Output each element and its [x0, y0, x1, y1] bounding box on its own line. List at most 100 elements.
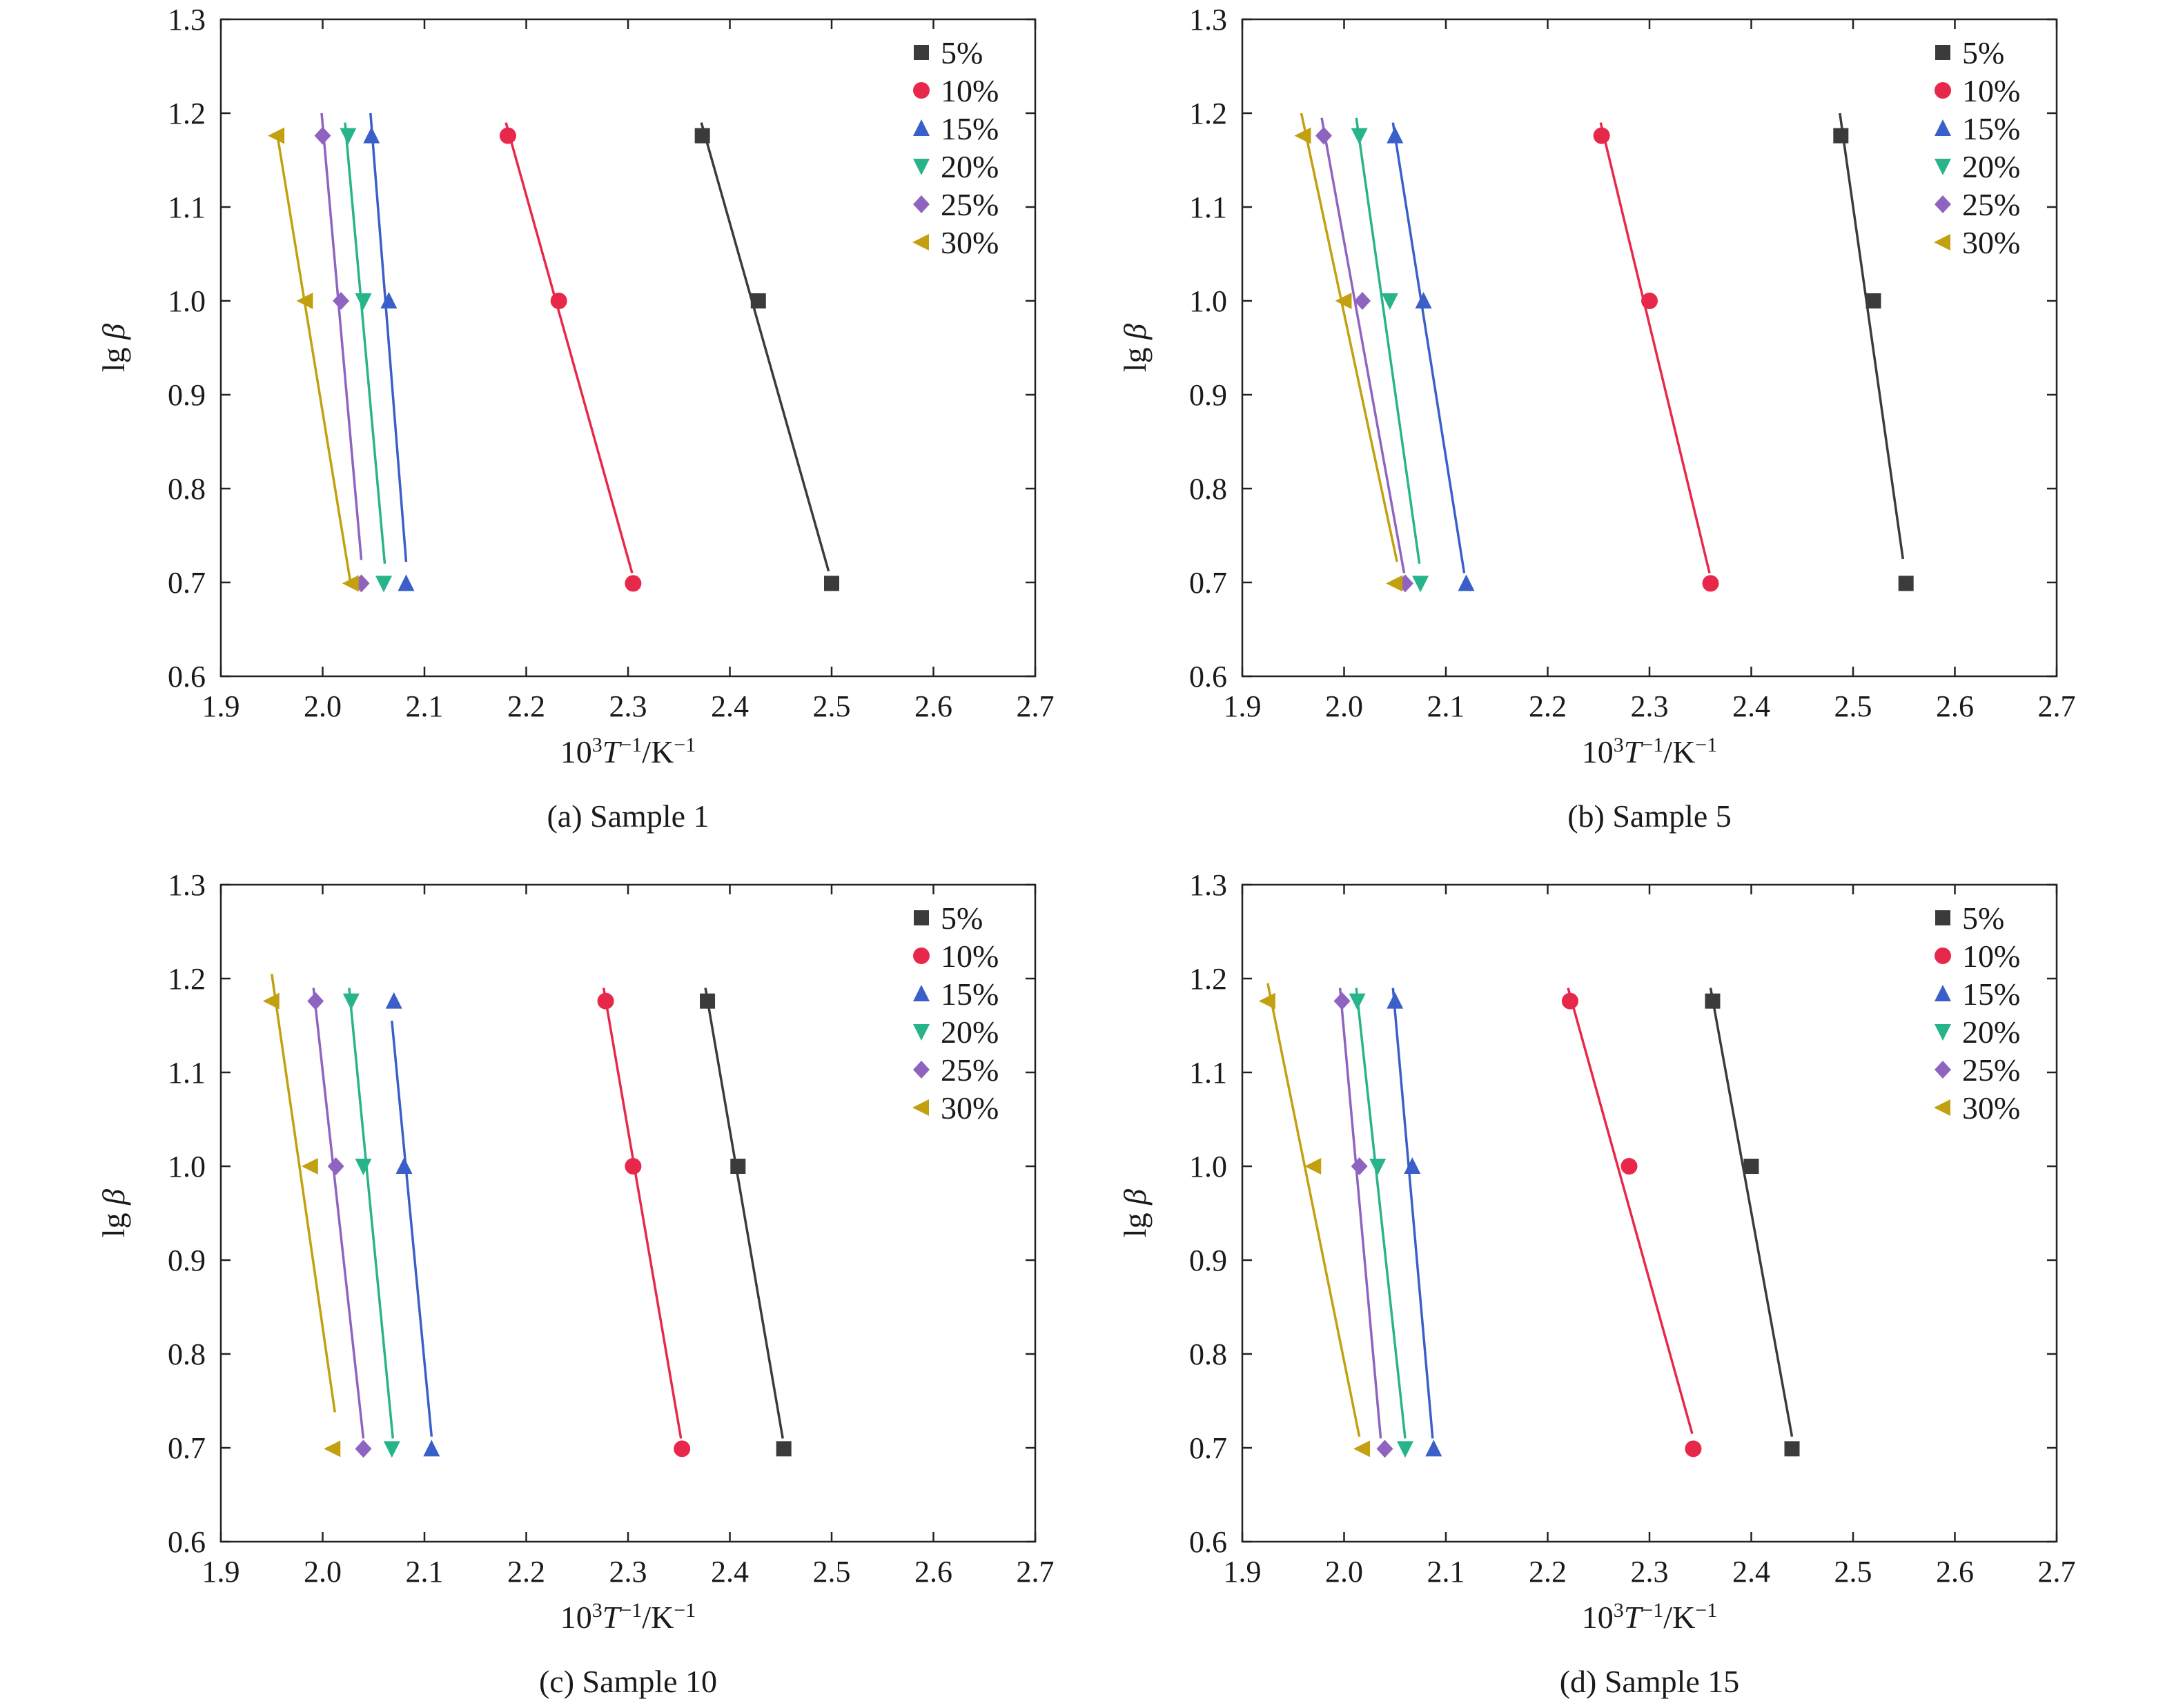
x-tick-label: 1.9 [202, 689, 240, 723]
y-tick-label: 1.1 [1189, 1056, 1227, 1090]
data-point [1315, 126, 1332, 145]
legend-label: 5% [941, 901, 983, 936]
y-tick-label: 1.1 [168, 190, 206, 224]
data-point [1354, 292, 1371, 310]
y-tick-label: 0.9 [168, 378, 206, 412]
y-tick-label: 0.6 [168, 1525, 206, 1559]
legend-marker [913, 195, 930, 213]
x-tick-label: 2.6 [914, 1555, 952, 1589]
data-point [824, 576, 839, 591]
x-tick-label: 2.0 [1325, 1555, 1363, 1589]
data-point [1304, 1158, 1322, 1175]
y-axis-label-part: β [1117, 1189, 1153, 1206]
fit-line [505, 122, 634, 573]
fit-line [312, 988, 365, 1439]
legend-label: 20% [941, 149, 999, 184]
data-point [1387, 992, 1404, 1009]
y-tick-label: 1.0 [1189, 284, 1227, 318]
fit-line [1391, 122, 1466, 573]
y-tick-label: 1.2 [1189, 97, 1227, 130]
data-point [1376, 1440, 1393, 1458]
series-5pct [700, 988, 792, 1457]
legend-marker [913, 1061, 930, 1079]
fit-line [320, 112, 363, 560]
series-10pct [1561, 988, 1702, 1457]
series-30pct [1258, 983, 1371, 1457]
data-point [776, 1441, 792, 1457]
data-point [700, 993, 716, 1009]
data-point [324, 1440, 341, 1457]
fit-line [275, 131, 352, 581]
legend-label: 10% [941, 939, 999, 974]
data-point [296, 293, 313, 309]
data-point [355, 1440, 372, 1458]
y-axis-label-part: β [1117, 324, 1153, 340]
y-axis-label-part: β [96, 1189, 131, 1206]
series-25pct [1315, 117, 1413, 593]
x-tick-label: 2.2 [507, 1555, 545, 1589]
series-25pct [307, 988, 372, 1458]
y-axis-label: lg β [96, 1189, 131, 1237]
fit-line [1338, 988, 1382, 1439]
x-tick-label: 2.3 [1631, 689, 1669, 723]
x-axis-label-part: −1 [1695, 734, 1717, 756]
data-point [694, 128, 710, 144]
data-point [342, 575, 359, 592]
legend-label: 15% [941, 111, 999, 146]
data-point [340, 128, 357, 145]
y-tick-label: 1.0 [168, 284, 206, 318]
x-tick-label: 2.4 [1732, 1555, 1770, 1589]
legend-marker [1935, 948, 1951, 964]
data-point [314, 126, 331, 145]
series-5pct [1705, 988, 1800, 1457]
data-point [375, 576, 392, 593]
legend-label: 10% [941, 73, 999, 108]
data-point [355, 293, 372, 310]
legend-marker [913, 948, 930, 964]
data-point [398, 574, 415, 591]
fit-line [1300, 112, 1398, 562]
data-point [1784, 1441, 1800, 1457]
x-axis-label-part: /K [642, 734, 674, 769]
x-axis-label: 103T−1/K−1 [560, 1599, 696, 1636]
fit-line [700, 122, 830, 572]
y-tick-label: 0.8 [168, 472, 206, 506]
series-5pct [1833, 112, 1914, 591]
x-tick-label: 2.0 [1325, 689, 1363, 723]
fit-line [348, 988, 395, 1439]
data-point [1404, 1157, 1421, 1174]
data-point [1593, 127, 1610, 144]
chart-panel-4: 1.9 2.0 2.1 2.2 2.3 2.4 2.5 2.6 2.7 0.6 0.7 0.8 0.9 1… [1117, 868, 2076, 1699]
legend-label: 25% [1962, 187, 2020, 222]
legend: 5%10%15%20%25%30% [912, 901, 999, 1126]
legend-marker [913, 159, 930, 175]
fit-line [1599, 122, 1711, 573]
data-point [730, 1159, 746, 1174]
legend-label: 5% [941, 35, 983, 70]
y-axis-label: lg β [1117, 324, 1153, 372]
x-tick-label: 2.1 [1427, 1555, 1465, 1589]
y-axis-label-part: lg [1117, 340, 1153, 372]
x-axis-label-part: −1 [620, 734, 642, 756]
fit-line [1567, 988, 1694, 1435]
y-tick-label: 0.8 [1189, 472, 1227, 506]
chart-panel-1: 1.9 2.0 2.1 2.2 2.3 2.4 2.5 2.6 2.7 0.6 0.7 0.8 0.9 1… [96, 3, 1055, 834]
x-tick-label: 1.9 [1224, 1555, 1262, 1589]
data-point [1369, 1159, 1387, 1175]
data-point [674, 1440, 691, 1457]
legend-label: 10% [1962, 939, 2020, 974]
y-tick-label: 1.3 [168, 868, 206, 902]
data-point [380, 292, 398, 308]
x-tick-label: 2.6 [1936, 689, 1974, 723]
series-10pct [597, 988, 691, 1457]
x-axis-label-part: 10 [1582, 1600, 1614, 1635]
fit-line [704, 988, 784, 1439]
series-5pct [694, 122, 839, 591]
x-tick-label: 2.0 [304, 1555, 342, 1589]
x-tick-label: 2.1 [406, 1555, 444, 1589]
legend-label: 20% [1962, 1014, 2020, 1050]
data-point [1387, 126, 1404, 144]
chart-panel-2: 1.9 2.0 2.1 2.2 2.3 2.4 2.5 2.6 2.7 0.6 0.7 0.8 0.9 1… [1117, 3, 2076, 834]
series-25pct [1333, 988, 1393, 1458]
data-point [307, 992, 324, 1010]
